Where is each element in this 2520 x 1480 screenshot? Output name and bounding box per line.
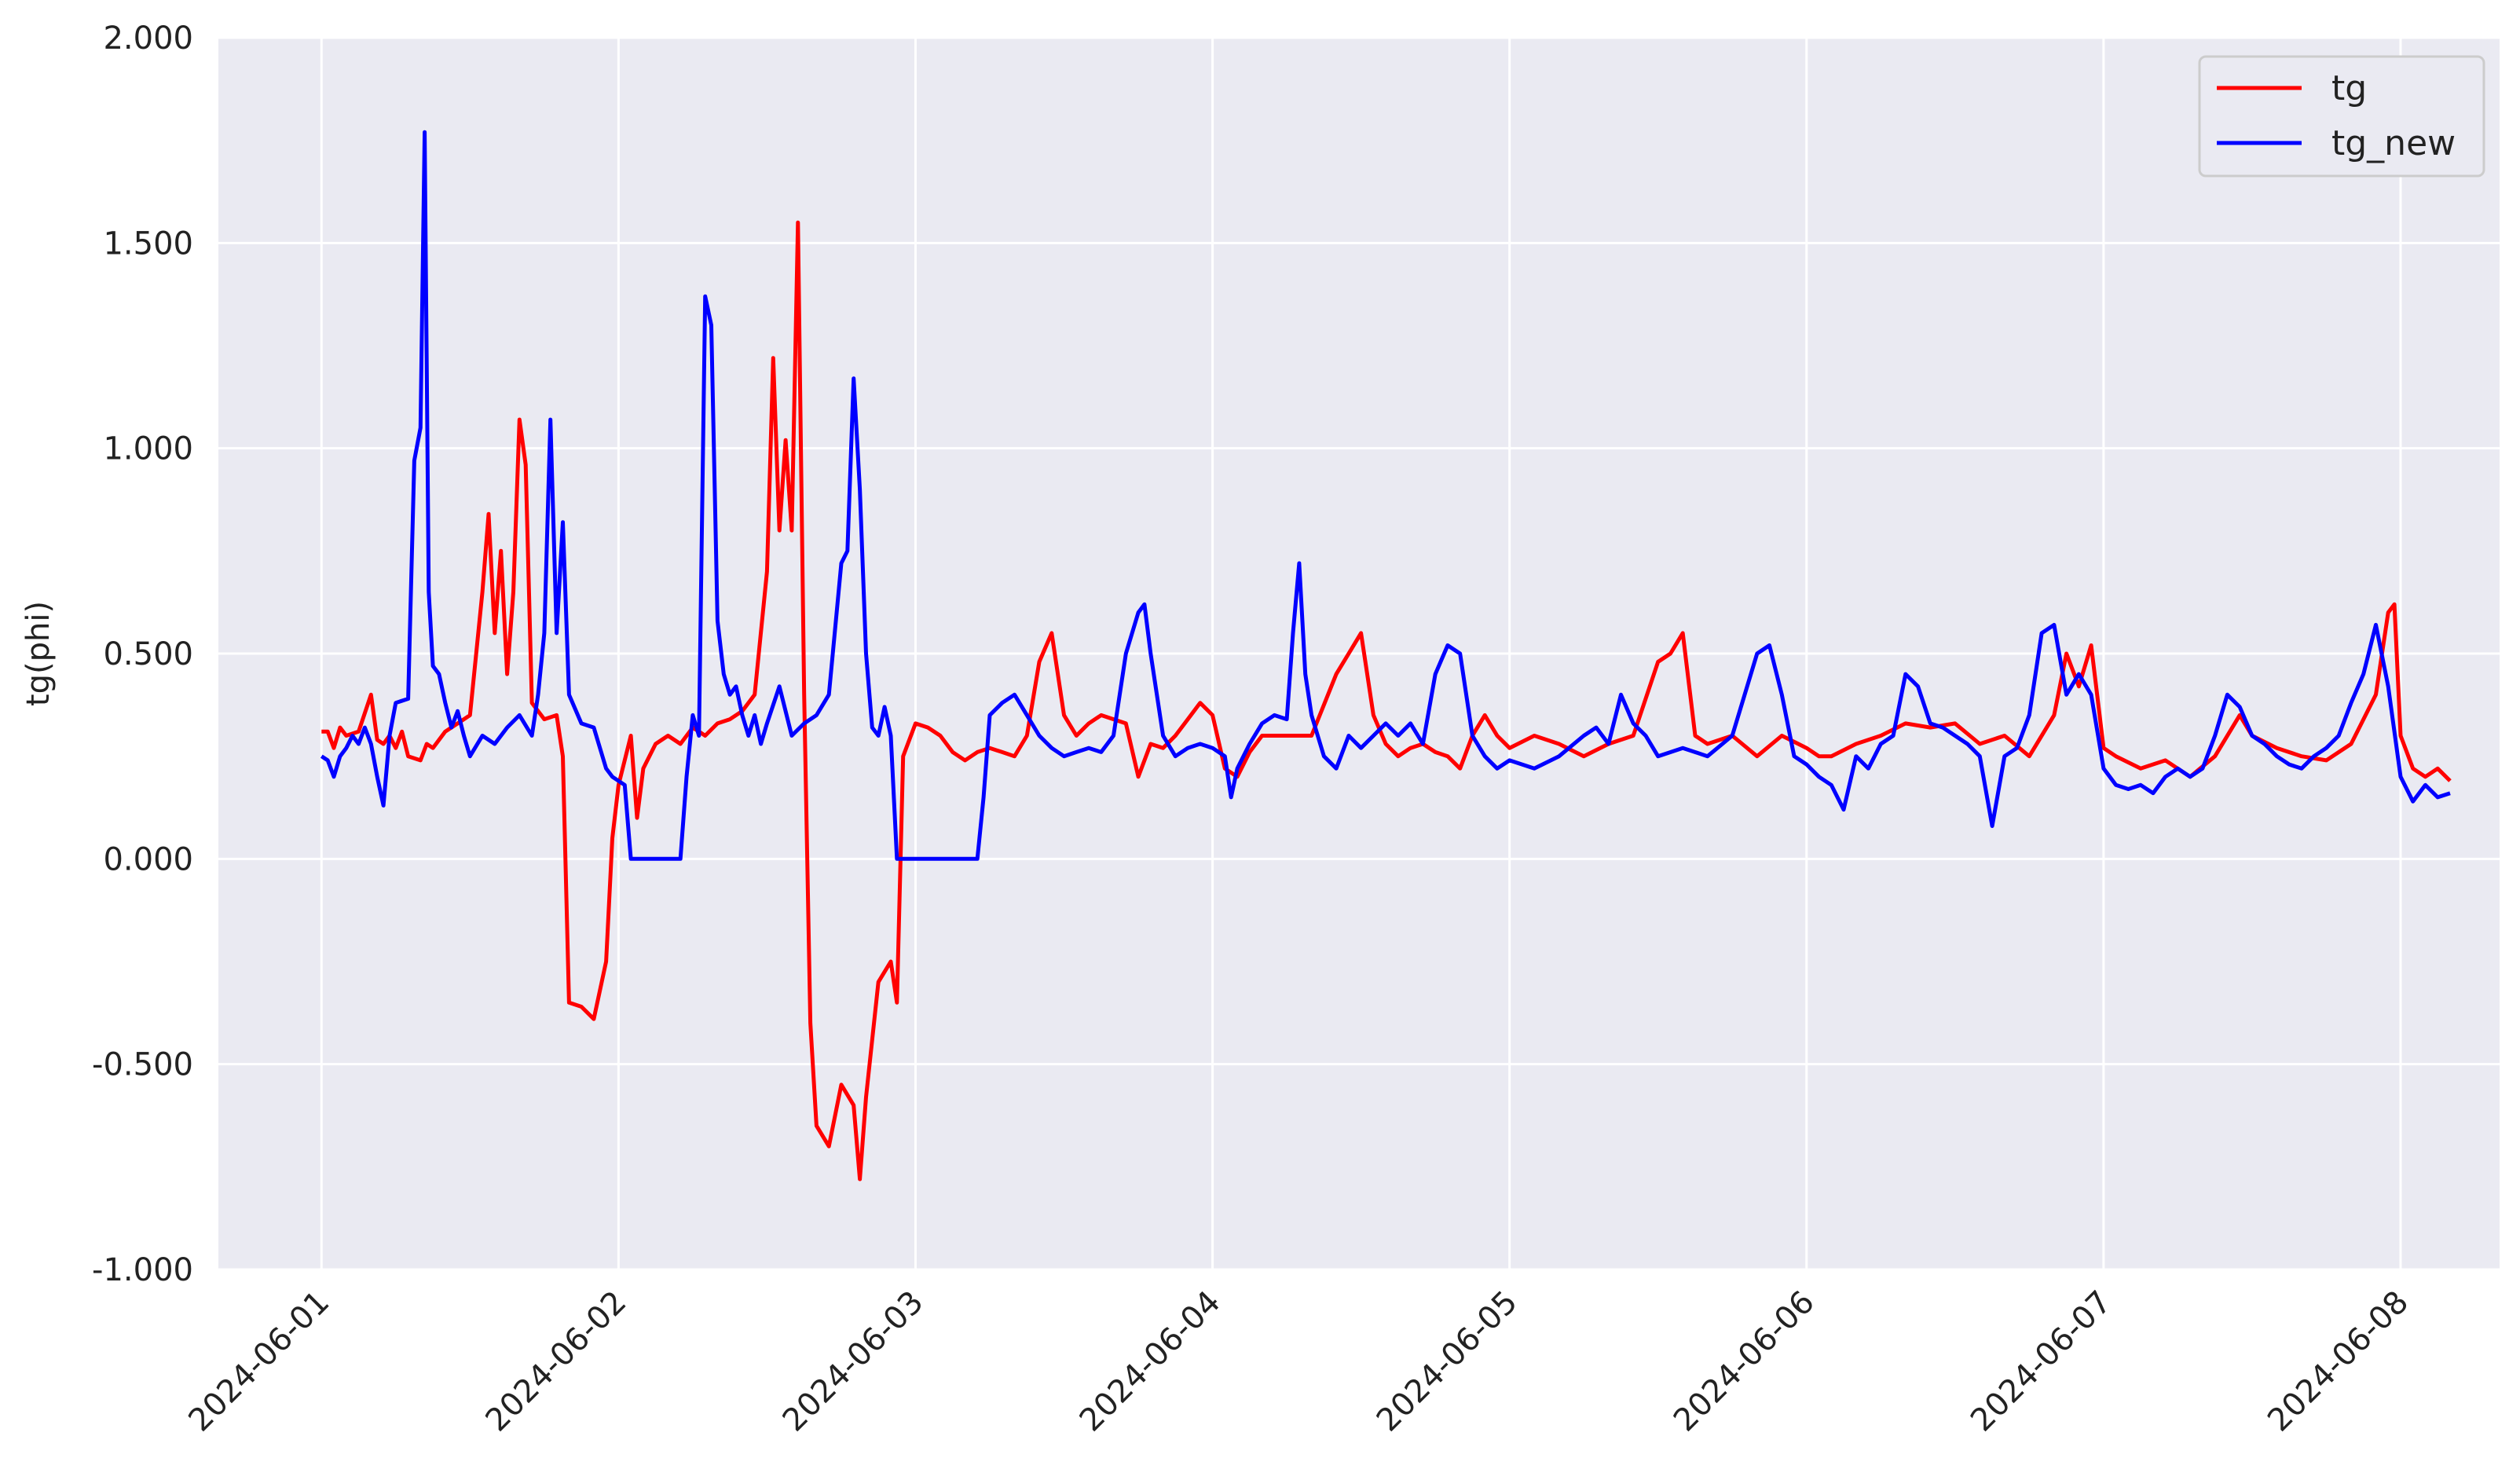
x-tick-label: 2024-06-06 (1667, 1284, 1822, 1439)
x-tick-label: 2024-06-01 (181, 1284, 336, 1439)
x-tick-label: 2024-06-02 (479, 1284, 634, 1439)
y-tick-label: 0.500 (103, 636, 193, 672)
x-tick-label: 2024-06-04 (1073, 1284, 1228, 1439)
y-tick-label: 1.000 (103, 431, 193, 467)
legend-label-tg: tg (2331, 68, 2367, 108)
y-tick-label: -0.500 (92, 1047, 193, 1083)
y-tick-label: 1.500 (103, 225, 193, 262)
y-tick-label: 2.000 (103, 20, 193, 57)
x-tick-label: 2024-06-08 (2261, 1284, 2416, 1439)
y-axis-title: tg(phi) (20, 601, 57, 706)
series-line-tg_new (320, 130, 2451, 861)
x-tick-label: 2024-06-07 (1964, 1284, 2119, 1439)
gridlines (218, 36, 2500, 1271)
y-axis-ticks: -1.000 -0.500 0.000 0.500 1.000 1.500 2.000 (92, 20, 193, 1288)
x-tick-label: 2024-06-03 (776, 1284, 931, 1439)
series-line-tg (321, 220, 2452, 1181)
x-tick-label: 2024-06-05 (1370, 1284, 1525, 1439)
y-tick-label: 0.000 (103, 841, 193, 877)
legend-label-tg_new: tg_new (2331, 123, 2456, 163)
legend: tg tg_new (2198, 55, 2485, 178)
y-tick-label: -1.000 (92, 1252, 193, 1288)
x-axis-ticks: 2024-06-01 2024-06-02 2024-06-03 2024-06-04… (181, 1284, 2416, 1439)
series-lines (320, 130, 2452, 1181)
